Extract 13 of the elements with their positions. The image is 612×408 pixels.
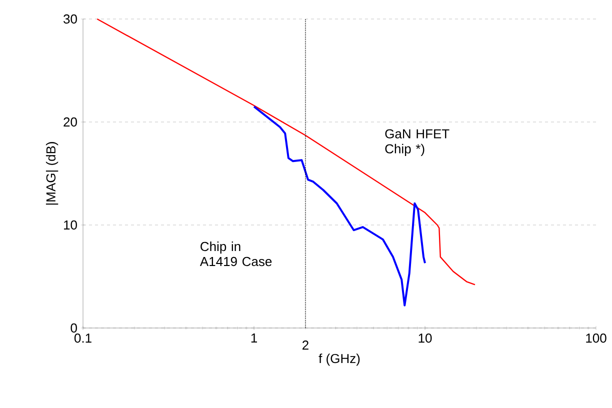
y-tick-label: 0 [70,323,77,333]
x-tick-label: 100 [586,334,606,343]
x-axis-title: f (GHz) [318,354,360,366]
x-tick-label: 0.1 [74,334,92,343]
ref-line-label: 2 [302,340,308,350]
x-tick-label: 10 [418,334,432,343]
y-axis-title: |MAG| (dB) [46,142,58,205]
x-tick-label: 1 [251,334,257,342]
y-tick-label: 10 [64,220,77,230]
y-tick-label: 20 [64,117,77,127]
y-tick-label: 30 [64,14,77,24]
annotation: GaN HFET Chip *) [385,129,450,156]
annotation: Chip in A1419 Case [200,242,272,266]
